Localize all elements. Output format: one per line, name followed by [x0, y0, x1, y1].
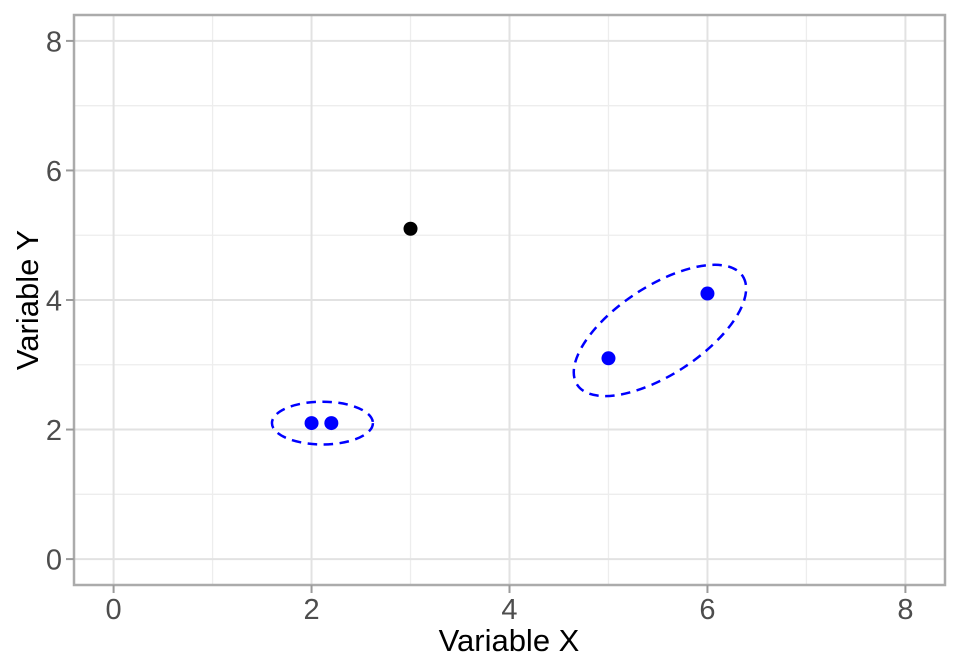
data-points-layer [304, 221, 715, 431]
y-tick-label: 8 [46, 26, 62, 58]
cluster-ellipses-layer [270, 263, 748, 446]
x-tick-label: 6 [699, 594, 715, 626]
data-point [304, 416, 319, 431]
axis-ticks-layer [66, 39, 907, 593]
y-tick-label: 0 [46, 545, 62, 577]
y-tick-label: 2 [46, 415, 62, 447]
data-point [324, 416, 339, 431]
x-tick-label: 0 [106, 594, 122, 626]
x-tick-label: 4 [501, 594, 517, 626]
x-tick-label: 8 [897, 594, 913, 626]
grid-major-layer [74, 15, 945, 585]
data-point [403, 221, 418, 236]
y-axis-title: Variable Y [10, 230, 45, 370]
cluster-ellipse [270, 400, 375, 446]
y-tick-label: 6 [46, 156, 62, 188]
cluster-ellipse [572, 263, 748, 398]
x-axis-title: Variable X [439, 623, 580, 658]
x-tick-label: 2 [303, 594, 319, 626]
tick-labels-layer: 0 2 4 6 8 0 2 4 6 8 [46, 26, 914, 626]
data-point [601, 351, 616, 366]
data-point [700, 286, 715, 301]
y-tick-label: 4 [46, 286, 62, 318]
